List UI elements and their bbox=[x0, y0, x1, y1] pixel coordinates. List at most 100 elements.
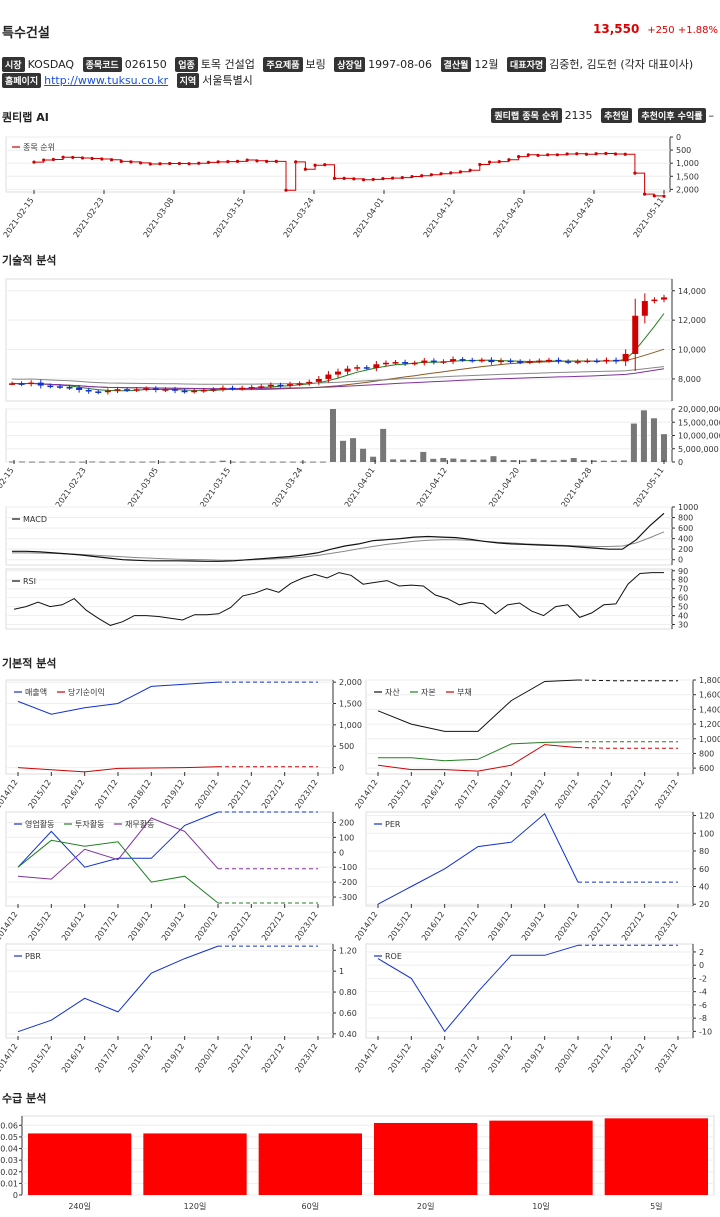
rank-point bbox=[633, 171, 637, 175]
rank-point bbox=[613, 152, 618, 156]
supply-ytick-label-5: 0.05 bbox=[0, 1133, 18, 1142]
pbr-xtick-label-3: 2017/12 bbox=[93, 1042, 119, 1074]
supply-ytick-label-1: 0.01 bbox=[0, 1179, 18, 1188]
macd-ytick-label-0: 0 bbox=[678, 556, 683, 565]
sales-xtick-label-6: 2020/12 bbox=[193, 778, 219, 810]
candle-body bbox=[373, 364, 380, 368]
pbr-xtick-label-7: 2021/12 bbox=[227, 1042, 253, 1074]
quant-tags: 퀀티랩 종목 순위 2135 추천일 추천이후 수익률 – bbox=[491, 108, 714, 123]
cashflow-ytick-label-5: 200 bbox=[339, 818, 354, 827]
cashflow-xtick-label-6: 2020/12 bbox=[193, 910, 219, 942]
candle-body bbox=[219, 387, 226, 390]
listing-value: 1997-08-06 bbox=[368, 58, 433, 71]
volume-bar bbox=[259, 461, 266, 463]
candle-body bbox=[392, 362, 399, 364]
rsi-frame bbox=[5, 568, 673, 630]
volume-bar bbox=[129, 461, 136, 463]
roe-ytick-label-1: -8 bbox=[699, 1014, 707, 1023]
candle-body bbox=[152, 388, 159, 391]
supply-xtick-label-5: 5일 bbox=[650, 1202, 662, 1211]
supply-bar-2 bbox=[258, 1133, 362, 1195]
pbr-xtick-label-5: 2019/12 bbox=[160, 1042, 186, 1074]
pbr-xtick-label-8: 2022/12 bbox=[260, 1042, 286, 1074]
candle-body bbox=[248, 387, 255, 389]
cashflow-series-1-line bbox=[17, 839, 219, 904]
supply-xtick-label-2: 60일 bbox=[302, 1202, 320, 1211]
candle-body bbox=[104, 390, 111, 393]
volume-bar bbox=[319, 461, 326, 463]
rank-point bbox=[332, 176, 337, 180]
info-row-2: 홈페이지 http://www.tuksu.co.kr 지역 서울특별시 bbox=[2, 72, 258, 88]
macd-ytick-label-3: 600 bbox=[678, 524, 693, 533]
assets-ytick-label-3: 1,200 bbox=[699, 720, 720, 729]
section-fundamental: 기본적 분석 bbox=[2, 657, 57, 670]
market-value: KOSDAQ bbox=[27, 58, 75, 71]
volume-bar bbox=[590, 460, 597, 462]
volume-bar bbox=[89, 461, 96, 463]
candle-body bbox=[47, 385, 54, 388]
volume-bar bbox=[119, 461, 126, 463]
sales-xtick-label-3: 2017/12 bbox=[93, 778, 119, 810]
cashflow-ytick-label-3: 0 bbox=[339, 848, 344, 857]
macd-ytick-label-5: 1000 bbox=[678, 503, 698, 512]
rsi-ytick-label-4: 70 bbox=[678, 585, 688, 594]
volume-bar bbox=[279, 461, 286, 463]
volume-bar bbox=[189, 461, 196, 463]
volume-bar bbox=[390, 459, 397, 462]
legend-label-assets-2: 부채 bbox=[457, 687, 472, 697]
volume-bar bbox=[249, 461, 256, 463]
homepage-link[interactable]: http://www.tuksu.co.kr bbox=[44, 74, 169, 87]
candle-body bbox=[277, 384, 284, 387]
per-xtick-label-9: 2023/12 bbox=[653, 910, 679, 942]
macd-ytick-label-2: 400 bbox=[678, 535, 693, 544]
rank-point bbox=[245, 158, 249, 162]
rank-point bbox=[643, 192, 647, 196]
per-xtick-label-4: 2018/12 bbox=[487, 910, 513, 942]
roe-xtick-label-5: 2019/12 bbox=[520, 1042, 546, 1074]
rank-point bbox=[400, 175, 404, 180]
rec-return-value: – bbox=[708, 109, 715, 122]
volume-bar bbox=[480, 459, 487, 462]
assets-xtick-label-5: 2019/12 bbox=[520, 778, 546, 810]
candle-body bbox=[287, 384, 294, 386]
rank-point bbox=[139, 161, 143, 165]
candle-body bbox=[488, 359, 495, 363]
candle-body bbox=[622, 353, 629, 362]
rank-xtick-label-7: 2021-04-20 bbox=[492, 196, 526, 239]
listing-tag: 상장일 bbox=[334, 57, 366, 72]
cashflow-xtick-label-2: 2016/12 bbox=[60, 910, 86, 942]
volume-bar bbox=[340, 440, 347, 462]
roe-ytick-label-0: -10 bbox=[699, 1027, 712, 1036]
candle-body bbox=[296, 383, 303, 385]
rank-point bbox=[323, 163, 327, 167]
per-ytick-label-4: 100 bbox=[699, 829, 714, 838]
legend-label-cashflow-0: 영업활동 bbox=[25, 819, 54, 829]
ma120-line bbox=[11, 366, 665, 385]
candle-body bbox=[172, 389, 178, 391]
stock-name: 특수건설 bbox=[2, 26, 50, 41]
assets-ytick-label-1: 800 bbox=[699, 749, 714, 758]
volume-bar bbox=[109, 461, 116, 463]
candle-body bbox=[526, 361, 533, 363]
cashflow-ytick-label-0: -300 bbox=[339, 893, 357, 902]
cashflow-series-2-line bbox=[17, 817, 219, 880]
rank-point bbox=[449, 171, 453, 175]
assets-series-0-line bbox=[377, 679, 579, 732]
sales-xtick-label-5: 2019/12 bbox=[160, 778, 186, 810]
rsi-line bbox=[13, 572, 664, 626]
rank-point bbox=[507, 158, 511, 162]
rank-point bbox=[565, 152, 569, 156]
sales-chart: 0 500 1,000 1,500 2,000 매출액 당기순이익 2014/12 2015/1… bbox=[0, 678, 362, 810]
candle-body bbox=[593, 360, 600, 363]
rank-xtick-label-3: 2021-03-15 bbox=[212, 196, 246, 239]
ceo-value: 김중헌, 김도헌 (각자 대표이사) bbox=[549, 58, 694, 71]
volume-bar bbox=[380, 428, 387, 462]
sales-xtick-label-9: 2023/12 bbox=[293, 778, 319, 810]
supply-xtick-label-0: 240일 bbox=[68, 1202, 91, 1211]
rank-point bbox=[274, 159, 278, 163]
candle-body bbox=[411, 362, 418, 365]
candle-body bbox=[191, 390, 198, 393]
candle-body bbox=[18, 383, 25, 385]
candle-body bbox=[632, 315, 639, 354]
roe-ytick-label-6: 2 bbox=[699, 948, 704, 957]
